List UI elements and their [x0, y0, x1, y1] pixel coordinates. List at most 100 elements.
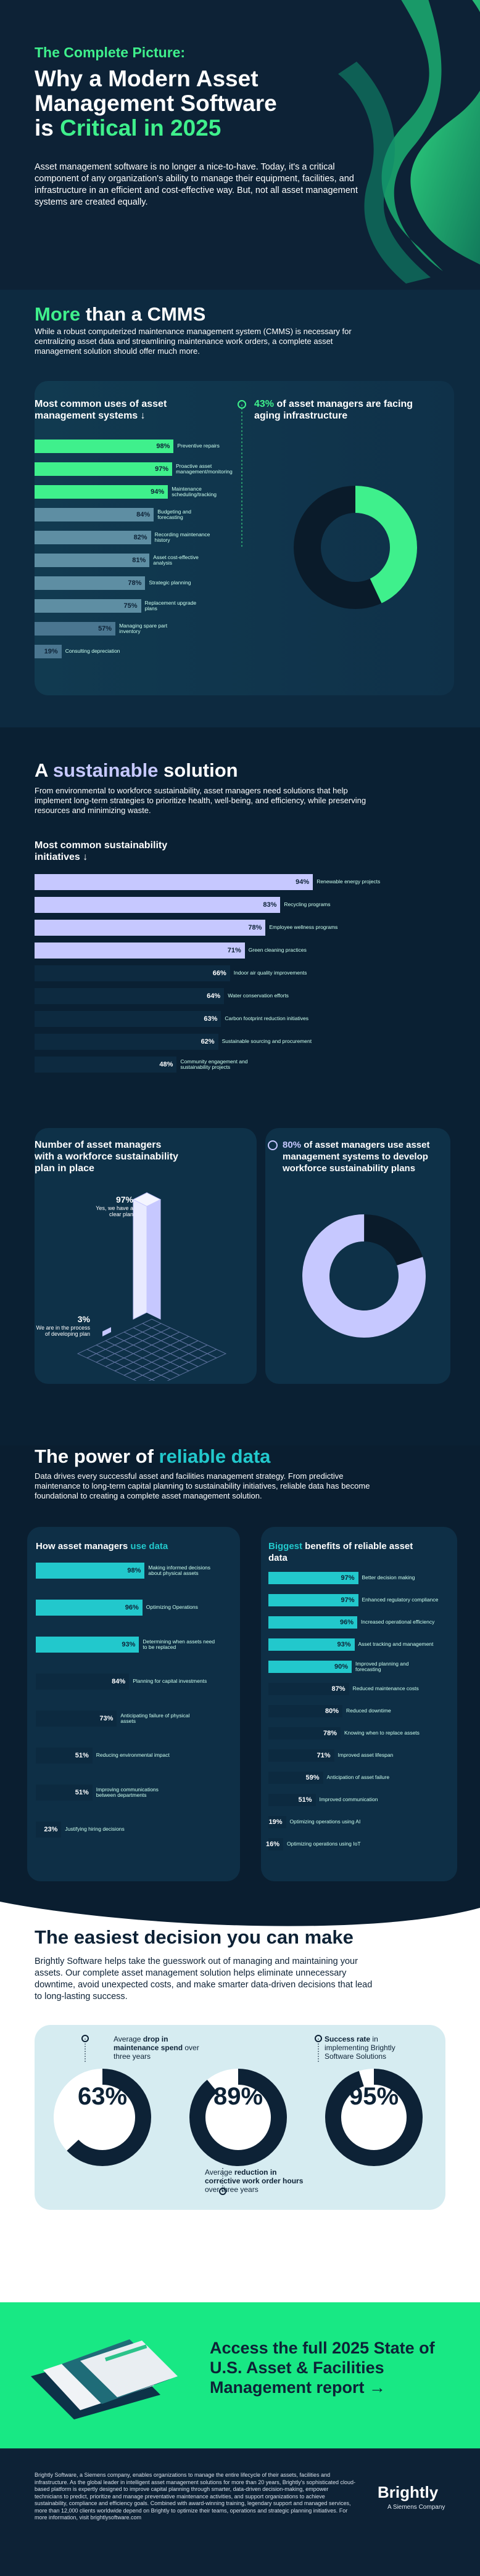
bar-row: 80% Reduced downtime	[268, 1704, 426, 1717]
connector-dot	[315, 2035, 322, 2042]
bar-label: Optimizing Operations	[146, 1604, 198, 1610]
cta-link[interactable]: Access the full 2025 State of U.S. Asset…	[210, 2339, 435, 2397]
bar-value: 51%	[75, 1751, 89, 1759]
bar-row: 97% Better decision making	[268, 1571, 442, 1584]
grid-cell	[197, 1353, 218, 1363]
grid-cell	[160, 1327, 181, 1337]
stat-label-3: Success rate in implementing Brightly So…	[325, 2035, 417, 2061]
grid-cell	[178, 1353, 199, 1363]
bar-row: 96% Optimizing Operations	[36, 1599, 220, 1616]
reliable-data-section: The power of reliable data Data drives e…	[0, 1445, 480, 1895]
title-line-2: Management Software	[35, 91, 277, 116]
stat-value-3: 95%	[349, 2083, 399, 2110]
bar-row: 64% Water conservation efforts	[35, 987, 320, 1004]
bar-value: 80%	[325, 1707, 339, 1715]
swirl-graphic	[338, 0, 480, 284]
hero-section: The Complete Picture: Why a Modern Asset…	[0, 0, 480, 290]
use-data-title-accent: use data	[130, 1541, 168, 1552]
grid-cell	[114, 1349, 134, 1359]
grid-cell	[86, 1353, 107, 1363]
grid-cell	[160, 1336, 181, 1346]
hero-body: Asset management software is no longer a…	[35, 162, 358, 207]
benefits-title: Biggest benefits of reliable asset data	[268, 1540, 429, 1564]
stat-label-2-c: over three years	[205, 2185, 259, 2194]
grid-cell	[86, 1344, 107, 1354]
bar-row: 81% Asset cost-effective analysis	[35, 553, 209, 567]
cmms-title: More than a CMMS	[35, 303, 205, 325]
bar-value: 94%	[296, 878, 310, 886]
bar: 96%	[268, 1616, 357, 1629]
bar-label: Optimizing operations using AI	[289, 1818, 361, 1825]
grid-cell	[132, 1349, 153, 1359]
bar: 73%	[36, 1710, 117, 1727]
bar-label: Employee wellness programs	[269, 924, 338, 930]
bar: 59%	[268, 1771, 323, 1784]
decision-title: The easiest decision you can make	[35, 1926, 354, 1948]
bar-value: 84%	[112, 1677, 126, 1685]
grid-cell	[169, 1331, 190, 1341]
stats-card: 63% 89% 95% Average drop in maintenance …	[35, 2025, 445, 2210]
bar-row: 23% Justifying hiring decisions	[36, 1821, 139, 1838]
bar-yes-side	[146, 1192, 161, 1320]
grid-cell	[151, 1331, 172, 1341]
bar: 97%	[268, 1593, 358, 1606]
title-line-3: is	[35, 115, 60, 141]
sustainable-section: A sustainable solution From environmenta…	[0, 727, 480, 1445]
grid-cell	[141, 1327, 162, 1337]
grid-cell	[123, 1327, 144, 1337]
stat-label-2-b: reduction in corrective work order hours	[205, 2168, 304, 2185]
stat-label-1-b: drop in maintenance spend	[114, 2035, 183, 2052]
cta-banner[interactable]: Access the full 2025 State of U.S. Asset…	[0, 2302, 480, 2448]
donut-slice	[302, 1214, 426, 1338]
bar: 64%	[35, 987, 225, 1004]
bar-label: Justifying hiring decisions	[65, 1826, 125, 1832]
bar-row: 62% Sustainable sourcing and procurement	[35, 1033, 315, 1050]
grid-cell	[151, 1366, 172, 1376]
bar: 23%	[36, 1821, 62, 1838]
bar: 82%	[35, 530, 151, 544]
cmms-title-accent: More	[35, 303, 81, 325]
grid-cell	[114, 1357, 134, 1367]
bar-label: Replacement upgrade plans	[144, 599, 197, 611]
bar-label: Anticipation of asset failure	[326, 1774, 390, 1780]
bar-row: 66% Indoor air quality improvements	[35, 965, 326, 981]
donut-slice	[294, 486, 417, 609]
bar-row: 19% Consulting depreciation	[35, 644, 121, 658]
bar: 78%	[35, 576, 146, 590]
plan-no-label: We are in the process of developing plan	[36, 1325, 90, 1337]
bar-row: 98% Preventive repairs	[35, 439, 233, 453]
stats-donuts	[54, 2035, 423, 2195]
page-title: Why a Modern Asset Management Software i…	[35, 67, 355, 141]
bar: 84%	[36, 1673, 130, 1690]
bar-label: Reducing environmental impact	[96, 1752, 170, 1758]
grid-cell	[132, 1340, 153, 1350]
bar-label: Asset cost-effective analysis	[153, 554, 199, 566]
rel-title-accent: reliable data	[159, 1445, 271, 1467]
bar-value: 75%	[123, 602, 138, 610]
bar: 16%	[266, 1838, 283, 1850]
sust-title-accent: sustainable	[52, 759, 159, 781]
grid-cell	[151, 1340, 172, 1350]
grid-cell	[141, 1319, 162, 1328]
bar-value: 51%	[75, 1788, 89, 1796]
stat-donut-slice	[54, 2069, 151, 2166]
bar-label: Budgeting and forecasting	[157, 508, 192, 520]
grid-cell	[141, 1336, 162, 1346]
grid-cell	[188, 1357, 209, 1367]
bar-value: 62%	[201, 1037, 215, 1045]
bar: 51%	[36, 1784, 93, 1801]
grid-cell	[132, 1366, 153, 1376]
bar-value: 82%	[133, 533, 147, 541]
bar: 75%	[35, 599, 141, 613]
aging-text: of asset managers are facing aging infra…	[254, 399, 413, 421]
bar: 78%	[35, 919, 266, 936]
grid-cell	[77, 1349, 97, 1359]
stat-value-1: 63%	[77, 2083, 128, 2110]
bar: 57%	[35, 621, 116, 636]
use-data-bar-chart: 98% Making informed decisions about physi…	[36, 1562, 233, 1872]
stat-label-3-b: Success rate	[325, 2035, 371, 2043]
cmms-title-rest: than a CMMS	[80, 303, 206, 325]
bar-value: 73%	[99, 1714, 114, 1722]
bar-value: 66%	[212, 969, 226, 977]
